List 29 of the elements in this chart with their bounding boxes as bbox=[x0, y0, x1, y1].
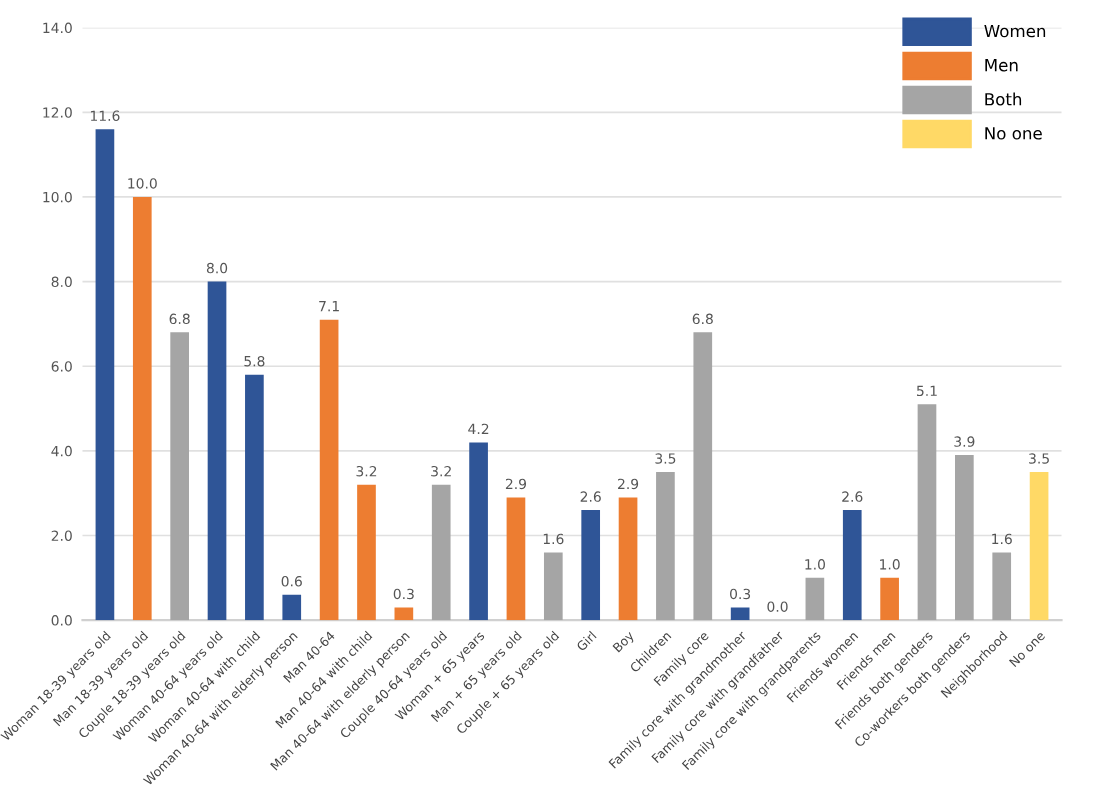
legend-label: Both bbox=[985, 92, 1022, 106]
bar bbox=[992, 552, 1012, 621]
bar bbox=[543, 552, 563, 621]
bar bbox=[656, 472, 675, 621]
bar bbox=[1029, 472, 1049, 621]
bar bbox=[581, 510, 601, 621]
bar bbox=[469, 442, 488, 621]
bar bbox=[245, 374, 264, 621]
bar bbox=[730, 607, 750, 621]
bar bbox=[506, 497, 526, 621]
bar bbox=[693, 332, 713, 621]
bar bbox=[842, 510, 862, 621]
legend-label: No one bbox=[985, 127, 1042, 140]
bar bbox=[394, 607, 414, 621]
bar bbox=[431, 484, 451, 621]
bar bbox=[132, 196, 152, 621]
bar bbox=[95, 129, 115, 621]
bar bbox=[955, 455, 974, 621]
bar bbox=[880, 577, 899, 621]
bar bbox=[170, 332, 189, 621]
bar bbox=[618, 497, 638, 621]
legend-label: Men bbox=[985, 59, 1018, 72]
legend-label: Women bbox=[984, 24, 1046, 38]
bar bbox=[282, 594, 302, 621]
bar bbox=[917, 404, 937, 621]
bar bbox=[207, 281, 227, 621]
bar bbox=[319, 319, 339, 621]
bar bbox=[805, 577, 825, 621]
bar bbox=[357, 484, 376, 621]
